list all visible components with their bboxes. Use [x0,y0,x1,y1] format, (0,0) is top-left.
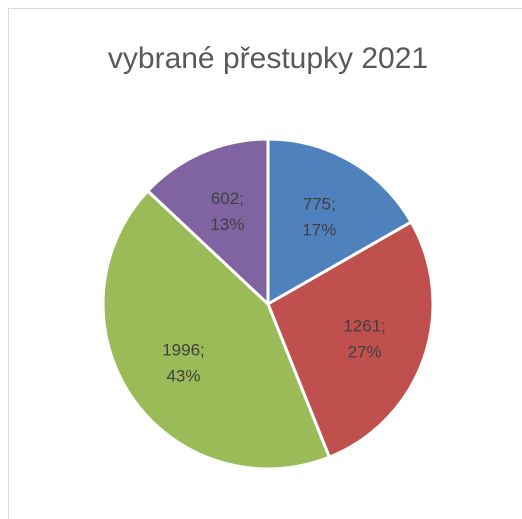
chart-title: vybrané přestupky 2021 [108,42,428,75]
data-label: 1996; 43% [162,341,205,386]
pie-slice [266,219,435,460]
data-label-line: 1996; [162,341,205,360]
pie-slice [101,188,332,471]
data-label-line: 43% [166,367,200,386]
data-label-line: 775; [303,194,336,213]
data-label: 602; 13% [210,189,244,234]
data-label: 775; 17% [302,194,336,239]
data-label-line: 602; [211,189,244,208]
pie-slice [266,137,414,307]
data-label-line: 27% [348,343,382,362]
pie-slice [145,137,270,308]
data-label: 1261; 27% [343,317,386,362]
data-label-line: 17% [302,220,336,239]
data-label-line: 1261; [343,317,386,336]
data-label-line: 13% [210,215,244,234]
